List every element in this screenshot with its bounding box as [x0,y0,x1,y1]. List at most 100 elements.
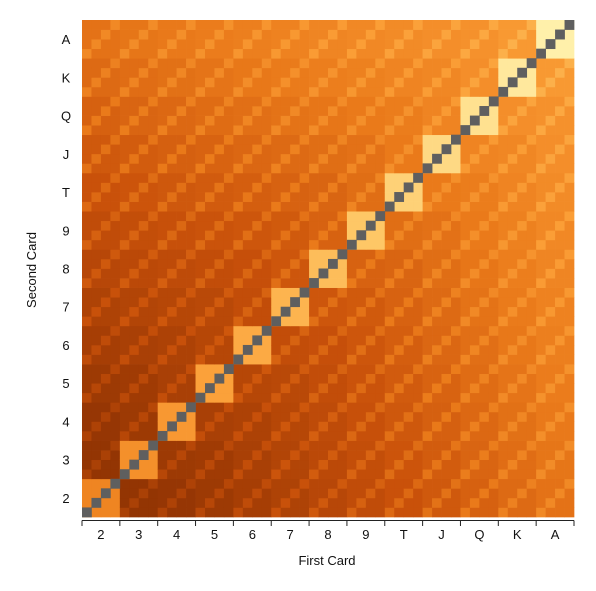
heatmap-cell [148,392,159,403]
heatmap-cell [157,316,168,327]
heatmap-cell [422,48,433,59]
heatmap-cell [233,325,244,336]
heatmap-cell [157,411,168,422]
heatmap-cell [91,373,102,384]
heatmap-cell [252,402,263,413]
heatmap-cell [309,96,319,107]
heatmap-cell [403,77,414,88]
heatmap-cell [337,411,348,422]
diagonal-cell [460,125,471,136]
heatmap-cell [460,172,471,183]
heatmap-cell [328,220,338,231]
heatmap-cell [82,373,92,384]
heatmap-cell [555,450,565,461]
heatmap-cell [309,297,319,308]
heatmap-cell [488,268,499,279]
diagonal-cell [451,134,461,145]
heatmap-cell [138,325,149,336]
heatmap-cell [422,450,433,461]
heatmap-cell [261,268,272,279]
heatmap-cell [356,488,367,499]
heatmap-cell [479,163,490,174]
heatmap-cell [413,383,423,394]
heatmap-cell [290,354,300,365]
heatmap-cell [299,182,310,193]
heatmap-cell [365,125,376,136]
heatmap-cell [205,67,215,78]
heatmap-cell [469,478,480,489]
heatmap-cell [536,192,546,202]
heatmap-cell [138,478,149,489]
heatmap-cell [356,153,367,164]
heatmap-cell [242,144,253,155]
heatmap-cell [384,469,395,480]
heatmap-cell [261,392,272,403]
heatmap-cell [564,230,575,241]
heatmap-cell [479,278,490,288]
heatmap-cell [346,20,357,30]
heatmap-cell [167,268,177,279]
heatmap-cell [479,77,490,88]
heatmap-cell [441,507,452,518]
heatmap-cell [432,125,442,136]
heatmap-cell [233,316,244,327]
heatmap-cell [337,316,348,327]
heatmap-cell [223,106,234,116]
heatmap-cell [526,459,537,470]
heatmap-cell [186,182,196,193]
heatmap-cell [517,306,528,317]
heatmap-cell [214,459,225,470]
heatmap-cell [290,430,300,441]
heatmap-cell [422,182,433,193]
heatmap-cell [280,364,291,374]
heatmap-cell [176,144,187,155]
heatmap-cell [299,402,310,413]
heatmap-cell [119,354,130,365]
heatmap-cell [536,77,546,88]
heatmap-cell [299,373,310,384]
heatmap-cell [356,258,367,269]
heatmap-cell [451,278,461,288]
heatmap-cell [346,67,357,78]
heatmap-cell [242,134,253,145]
heatmap-cell [223,39,234,50]
heatmap-cell [261,459,272,470]
heatmap-cell [242,77,253,88]
heatmap-cell [403,86,414,97]
x-tick-label: J [438,527,445,542]
heatmap-cell [441,182,452,193]
heatmap-cell [422,297,433,308]
heatmap-cell [365,478,376,489]
heatmap-cell [157,297,168,308]
heatmap-cell [384,278,395,288]
heatmap-cell [375,67,386,78]
heatmap-cell [375,316,386,327]
heatmap-cell [328,125,338,136]
heatmap-cell [261,402,272,413]
heatmap-cell [356,211,367,222]
heatmap-cell [394,249,405,260]
heatmap-cell [223,268,234,279]
heatmap-cell [176,67,187,78]
heatmap-cell [469,67,480,78]
heatmap-cell [214,172,225,183]
heatmap-cell [223,316,234,327]
heatmap-cell [469,29,480,40]
heatmap-cell [403,249,414,260]
heatmap-cell [441,450,452,461]
heatmap-cell [394,125,405,136]
heatmap-cell [205,77,215,88]
heatmap-cell [337,469,348,480]
heatmap-cell [479,96,490,107]
heatmap-cell [205,163,215,174]
heatmap-cell [564,325,575,336]
heatmap-cell [498,469,509,480]
heatmap-cell [469,373,480,384]
heatmap-cell [555,58,565,69]
heatmap-cell [110,459,121,470]
heatmap-cell [186,230,196,241]
heatmap-cell [233,58,244,69]
heatmap-cell [451,58,461,69]
heatmap-cell [195,153,206,164]
heatmap-cell [119,440,130,451]
